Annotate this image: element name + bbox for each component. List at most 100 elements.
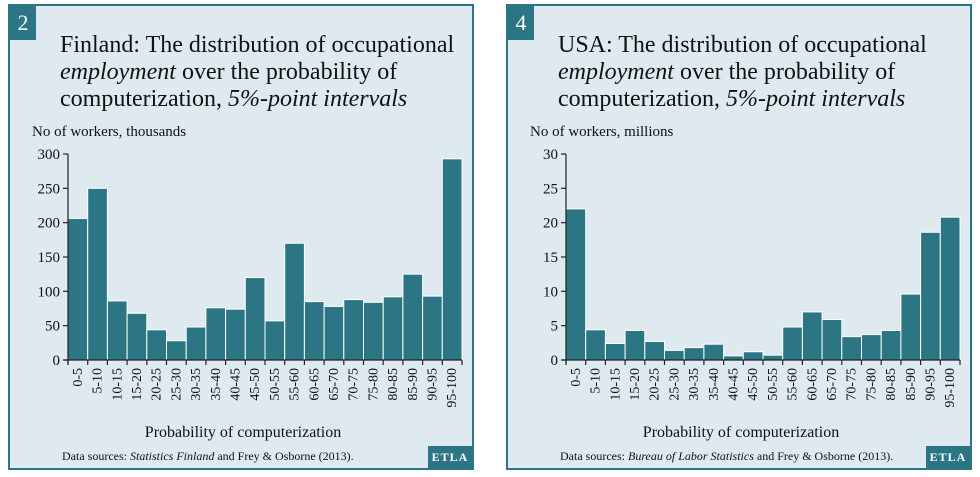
x-tick-label: 50-55 [268, 368, 283, 401]
bar-85-90 [900, 293, 922, 361]
x-tick-label: 15-20 [628, 368, 643, 401]
x-tick-label: 55-60 [288, 368, 303, 401]
x-tick-label: 90-95 [425, 368, 440, 401]
y-tick-label: 0 [551, 353, 559, 369]
y-tick-label: 15 [543, 250, 558, 266]
title-line-2: over the probability of [673, 59, 896, 85]
x-tick-label: 25-30 [667, 368, 682, 401]
x-tick-label: 60-65 [307, 368, 322, 401]
bar-15-20 [126, 312, 148, 361]
footer-suffix: and Frey & Osborne (2013). [214, 449, 354, 463]
y-tick-label: 20 [543, 216, 558, 232]
y-tick-label: 150 [38, 250, 61, 266]
chart-title: Finland: The distribution of occupationa… [60, 32, 470, 113]
bar-80-85 [382, 296, 404, 361]
x-tick-label: 45-50 [248, 368, 263, 401]
figure-number-badge: 4 [508, 6, 534, 40]
x-tick-label: 0-5 [569, 368, 584, 387]
x-tick-label: 5-10 [589, 368, 604, 394]
bar-55-60 [284, 242, 305, 361]
bar-60-65 [801, 311, 823, 361]
footer-source: Bureau of Labor Statistics [627, 449, 754, 463]
title-emphasis: employment [558, 59, 674, 85]
chart-panel-usa: 4 USA: The distribution of occupational … [506, 4, 972, 470]
data-sources-footer: Data sources: Bureau of Labor Statistics… [560, 449, 893, 464]
footer-source: Statistics Finland [129, 449, 215, 463]
x-tick-label: 25-30 [169, 368, 184, 401]
x-tick-label: 75-80 [366, 368, 381, 401]
bar-35-40 [703, 343, 725, 361]
bar-30-35 [185, 326, 207, 361]
y-tick-label: 200 [38, 216, 61, 232]
bar-40-45 [225, 308, 246, 361]
bar-45-50 [742, 351, 764, 361]
x-axis-title: Probability of computerization [642, 424, 840, 441]
bar-55-60 [782, 326, 803, 361]
bar-10-15 [604, 343, 626, 361]
x-tick-label: 15-20 [130, 368, 145, 401]
bar-75-80 [861, 334, 882, 361]
bar-80-85 [880, 329, 902, 361]
bar-85-90 [402, 273, 424, 361]
x-tick-label: 40-45 [726, 368, 741, 401]
bar-10-15 [106, 300, 128, 361]
bar-50-55 [264, 320, 286, 361]
bar-40-45 [723, 355, 744, 361]
x-tick-label: 35-40 [707, 368, 722, 401]
footer-prefix: Data sources: [560, 449, 628, 463]
title-line-1: Finland: The distribution of occupationa… [60, 32, 455, 58]
title-line-2: over the probability of [175, 59, 398, 85]
y-tick-label: 100 [38, 284, 61, 300]
title-line-3: computerization, [60, 86, 228, 112]
bar-5-10 [585, 329, 606, 361]
title-interval-note: 5%-point intervals [725, 86, 906, 112]
title-emphasis: employment [60, 59, 176, 85]
x-tick-label: 10-15 [110, 368, 125, 401]
bar-95-100 [939, 216, 961, 361]
x-tick-label: 85-90 [406, 368, 421, 401]
bar-chart-finland: 0 50 100 150 200 250 300 0-5 5-10 10-15 15-20 20-25… [38, 147, 463, 408]
bar-90-95 [422, 295, 443, 361]
figure-number-badge: 2 [10, 6, 36, 40]
chart-title: USA: The distribution of occupational em… [558, 32, 968, 113]
x-tick-label: 45-50 [746, 368, 761, 401]
title-interval-note: 5%-point intervals [227, 86, 408, 112]
x-tick-label: 70-75 [347, 368, 362, 401]
x-tick-label: 30-35 [687, 368, 702, 401]
x-tick-label: 95-100 [445, 368, 460, 408]
y-tick-label: 10 [543, 284, 558, 300]
x-tick-label: 5-10 [91, 368, 106, 394]
x-tick-label: 80-85 [386, 368, 401, 401]
footer-suffix: and Frey & Osborne (2013). [753, 449, 894, 463]
bar-15-20 [624, 329, 646, 361]
bar-95-100 [441, 158, 463, 361]
title-line-3: computerization, [558, 86, 726, 112]
bar-20-25 [644, 340, 666, 361]
bar-35-40 [205, 307, 227, 361]
bar-30-35 [683, 347, 705, 361]
y-tick-label: 0 [53, 353, 61, 369]
x-tick-label: 20-25 [150, 368, 165, 401]
bar-65-70 [323, 305, 345, 361]
x-axis-title: Probability of computerization [144, 424, 342, 441]
y-tick-label: 250 [38, 181, 61, 197]
x-tick-label: 65-70 [825, 368, 840, 401]
x-tick-label: 35-40 [209, 368, 224, 401]
x-tick-label: 40-45 [228, 368, 243, 401]
x-tick-label: 80-85 [884, 368, 899, 401]
title-line-1: USA: The distribution of occupational [558, 32, 927, 58]
bar-chart-usa: 0 5 10 15 20 25 30 0-5 5-10 10-15 15-20 20-25 25-30 3… [543, 147, 961, 408]
bar-45-50 [244, 277, 266, 361]
bar-60-65 [303, 301, 325, 361]
chart-panel-finland: 2 Finland: The distribution of occupatio… [8, 4, 474, 470]
y-axis-unit-label: No of workers, thousands [32, 124, 187, 140]
bar-25-30 [166, 340, 187, 361]
bar-20-25 [146, 329, 168, 361]
bar-75-80 [363, 301, 384, 361]
x-tick-label: 75-80 [864, 368, 879, 401]
x-tick-label: 70-75 [845, 368, 860, 401]
bar-90-95 [920, 231, 941, 361]
x-tick-label: 85-90 [904, 368, 919, 401]
etla-logo: ETLA [926, 446, 970, 468]
x-tick-label: 10-15 [608, 368, 623, 401]
